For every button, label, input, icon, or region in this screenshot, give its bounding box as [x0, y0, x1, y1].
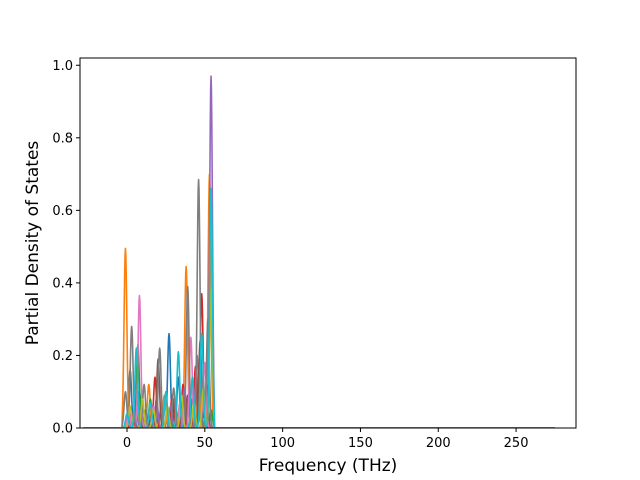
- y-tick-label: 0.4: [52, 276, 73, 291]
- y-axis-label: Partial Density of States: [23, 141, 43, 346]
- y-axis-ticks: 0.0 0.2 0.4 0.6 0.8 1.0: [52, 59, 80, 437]
- x-axis-label: Frequency (THz): [259, 456, 398, 476]
- x-tick-label: 200: [426, 436, 451, 451]
- y-tick-label: 0.2: [52, 349, 73, 364]
- x-tick-label: 150: [348, 436, 373, 451]
- y-tick-label: 0.8: [52, 131, 73, 146]
- plot-frame: [79, 57, 577, 429]
- x-tick-label: 0: [123, 436, 131, 451]
- pdos-series-line-9: [83, 187, 556, 428]
- y-tick-label: 0.0: [52, 422, 73, 437]
- pdos-series-line-7: [83, 178, 556, 428]
- x-tick-label: 50: [197, 436, 214, 451]
- x-tick-label: 100: [270, 436, 295, 451]
- x-tick-label: 250: [504, 436, 529, 451]
- x-axis-ticks: 0 50 100 150 200 250: [123, 428, 529, 451]
- y-tick-label: 0.6: [52, 204, 73, 219]
- y-tick-label: 1.0: [52, 59, 73, 74]
